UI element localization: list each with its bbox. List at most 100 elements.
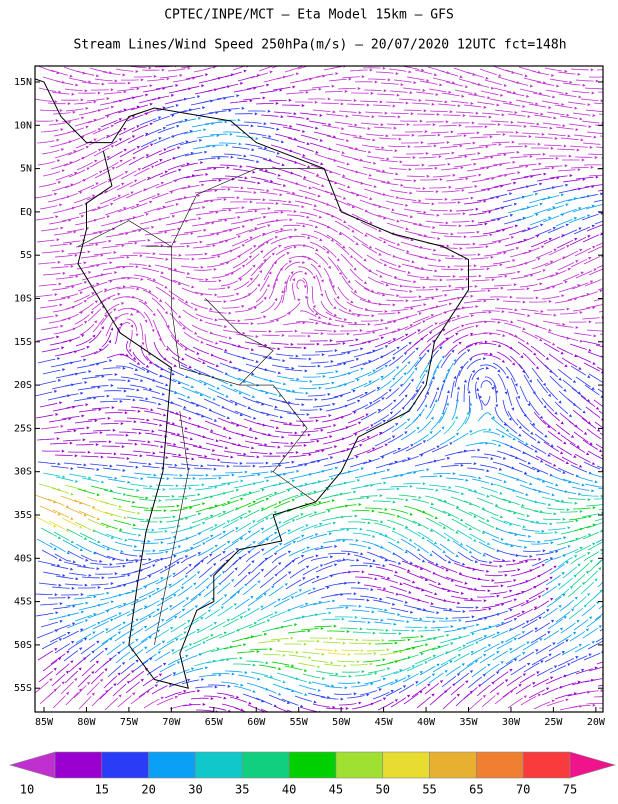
arrowhead — [159, 499, 162, 502]
streamline — [103, 368, 121, 369]
arrowhead — [201, 84, 204, 87]
arrowhead — [341, 325, 344, 328]
streamline — [197, 336, 213, 342]
streamline — [56, 477, 73, 481]
arrowhead — [163, 488, 166, 491]
arrowhead — [448, 163, 451, 166]
streamline — [406, 550, 421, 560]
streamline — [520, 89, 537, 93]
arrowhead — [197, 571, 200, 574]
streamline — [535, 137, 553, 138]
streamline — [373, 204, 390, 209]
streamline — [464, 301, 482, 303]
arrowhead — [240, 616, 243, 619]
arrowhead — [232, 474, 235, 477]
arrowhead — [304, 346, 307, 349]
arrowhead — [537, 440, 540, 443]
arrowhead — [79, 647, 82, 650]
streamline — [249, 133, 266, 136]
arrowhead — [530, 555, 533, 558]
arrowhead — [592, 462, 595, 465]
arrowhead — [257, 181, 260, 184]
streamline — [309, 121, 326, 124]
streamline — [589, 175, 607, 176]
streamline — [547, 112, 564, 115]
arrowhead — [238, 319, 241, 322]
streamline — [393, 157, 411, 158]
streamline — [360, 101, 378, 102]
arrowhead — [578, 168, 581, 171]
arrowhead — [68, 121, 71, 124]
arrowhead — [198, 533, 201, 536]
streamline — [121, 171, 137, 179]
streamline — [347, 599, 365, 600]
streamline — [453, 635, 470, 640]
arrowhead — [118, 632, 121, 635]
streamline — [272, 662, 289, 665]
streamline — [441, 168, 459, 170]
arrowhead — [329, 317, 332, 320]
streamline — [250, 353, 267, 357]
arrowhead — [84, 281, 87, 284]
arrowhead — [500, 94, 503, 97]
streamline — [441, 269, 459, 270]
arrowhead — [392, 603, 395, 606]
streamline — [104, 586, 121, 589]
streamline — [315, 351, 333, 352]
streamline — [93, 621, 109, 629]
streamline — [464, 501, 480, 508]
arrowhead — [221, 606, 224, 609]
arrowhead — [392, 436, 395, 439]
streamline — [466, 247, 484, 248]
streamline — [56, 375, 73, 378]
streamline — [354, 352, 371, 357]
arrowhead — [292, 480, 295, 483]
streamline — [260, 192, 277, 194]
arrowhead — [462, 563, 465, 566]
arrowhead — [395, 149, 398, 152]
streamline — [380, 556, 396, 563]
streamline — [547, 206, 564, 212]
streamline — [483, 135, 501, 136]
streamline — [219, 440, 236, 444]
streamline — [391, 509, 408, 513]
streamline — [442, 191, 460, 192]
arrowhead — [263, 316, 266, 319]
arrowhead — [316, 576, 319, 579]
arrowhead — [485, 340, 488, 343]
streamline — [532, 168, 550, 170]
arrowhead — [67, 632, 70, 635]
streamline — [339, 505, 356, 507]
streamline — [225, 176, 243, 178]
streamline — [38, 66, 55, 72]
arrowhead — [296, 651, 299, 654]
arrowhead — [268, 207, 271, 210]
streamline — [569, 124, 587, 126]
streamline — [581, 99, 599, 101]
streamline — [48, 298, 65, 301]
arrowhead — [502, 113, 505, 116]
streamline — [529, 104, 546, 107]
arrowhead — [453, 275, 456, 278]
arrowhead — [170, 191, 173, 194]
arrowhead — [160, 445, 163, 448]
streamline — [511, 477, 528, 483]
streamline — [105, 304, 119, 314]
streamline — [251, 672, 268, 676]
arrowhead — [369, 221, 372, 224]
arrowhead — [426, 276, 429, 279]
arrowhead — [238, 255, 241, 258]
streamline — [368, 79, 386, 80]
arrowhead — [546, 609, 549, 612]
arrowhead — [351, 230, 354, 233]
streamline — [93, 430, 111, 431]
arrowhead — [599, 625, 602, 628]
arrowhead — [189, 487, 192, 490]
streamline — [208, 685, 226, 686]
arrowhead — [554, 666, 557, 669]
streamline — [430, 392, 437, 408]
arrowhead — [66, 671, 69, 674]
streamline — [89, 541, 105, 548]
streamline — [510, 252, 527, 257]
arrowhead — [407, 418, 410, 421]
